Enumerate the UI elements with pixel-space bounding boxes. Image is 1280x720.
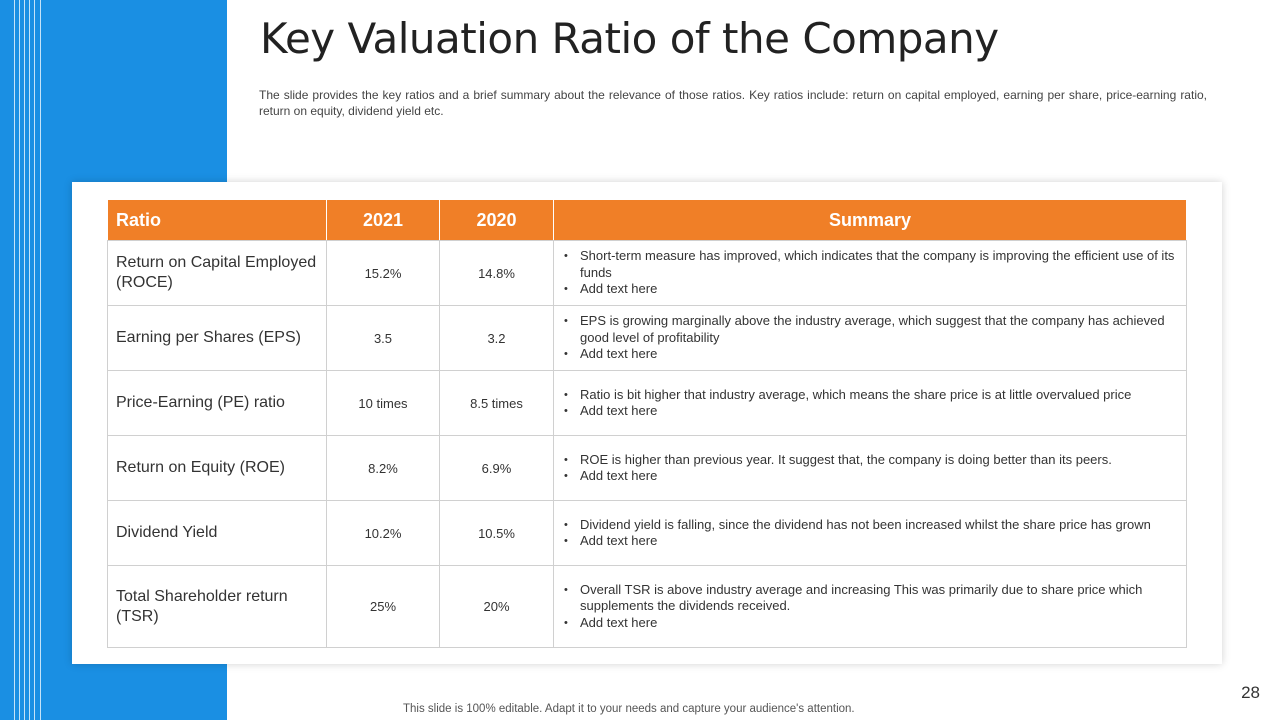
footer-note: This slide is 100% editable. Adapt it to… <box>403 703 855 715</box>
band-stripe <box>24 0 25 720</box>
value-2020: 14.8% <box>439 240 554 306</box>
summary-cell: Dividend yield is falling, since the div… <box>553 500 1187 566</box>
summary-bullet: Short-term measure has improved, which i… <box>564 248 1178 281</box>
value-2020: 3.2 <box>439 305 554 371</box>
value-2021: 10.2% <box>326 500 440 566</box>
summary-bullet: Add text here <box>564 346 1178 363</box>
table-header-row: Ratio 2021 2020 Summary <box>107 199 1187 241</box>
summary-bullet: Ratio is bit higher that industry averag… <box>564 387 1178 404</box>
summary-bullet: Add text here <box>564 468 1178 485</box>
summary-bullet: ROE is higher than previous year. It sug… <box>564 452 1178 469</box>
summary-list: Short-term measure has improved, which i… <box>554 248 1186 298</box>
ratio-name: Earning per Shares (EPS) <box>107 305 327 371</box>
header-2021: 2021 <box>326 199 440 241</box>
value-2020: 8.5 times <box>439 370 554 436</box>
ratio-name: Dividend Yield <box>107 500 327 566</box>
value-2020: 20% <box>439 565 554 648</box>
summary-cell: EPS is growing marginally above the indu… <box>553 305 1187 371</box>
summary-list: Overall TSR is above industry average an… <box>554 582 1186 632</box>
summary-bullet: Add text here <box>564 533 1178 550</box>
value-2021: 15.2% <box>326 240 440 306</box>
page-number: 28 <box>1241 683 1260 702</box>
ratio-table: Ratio 2021 2020 Summary Return on Capita… <box>107 199 1187 648</box>
ratio-name: Return on Equity (ROE) <box>107 435 327 501</box>
table-row: Return on Capital Employed (ROCE) 15.2% … <box>107 240 1187 306</box>
summary-cell: Overall TSR is above industry average an… <box>553 565 1187 648</box>
value-2021: 10 times <box>326 370 440 436</box>
band-stripe <box>19 0 20 720</box>
summary-list: Ratio is bit higher that industry averag… <box>554 387 1186 420</box>
header-2020: 2020 <box>439 199 554 241</box>
value-2021: 8.2% <box>326 435 440 501</box>
band-stripe <box>40 0 41 720</box>
band-stripe <box>14 0 15 720</box>
table-row: Dividend Yield 10.2% 10.5% Dividend yiel… <box>107 500 1187 566</box>
value-2020: 6.9% <box>439 435 554 501</box>
summary-bullet: Dividend yield is falling, since the div… <box>564 517 1178 534</box>
summary-bullet: Overall TSR is above industry average an… <box>564 582 1178 615</box>
value-2021: 3.5 <box>326 305 440 371</box>
value-2021: 25% <box>326 565 440 648</box>
summary-cell: ROE is higher than previous year. It sug… <box>553 435 1187 501</box>
page-title: Key Valuation Ratio of the Company <box>260 14 999 63</box>
ratio-name: Return on Capital Employed (ROCE) <box>107 240 327 306</box>
summary-cell: Short-term measure has improved, which i… <box>553 240 1187 306</box>
band-stripe <box>34 0 35 720</box>
value-2020: 10.5% <box>439 500 554 566</box>
table-row: Total Shareholder return (TSR) 25% 20% O… <box>107 565 1187 648</box>
summary-list: EPS is growing marginally above the indu… <box>554 313 1186 363</box>
table-row: Earning per Shares (EPS) 3.5 3.2 EPS is … <box>107 305 1187 371</box>
summary-list: ROE is higher than previous year. It sug… <box>554 452 1186 485</box>
slide-description: The slide provides the key ratios and a … <box>259 88 1207 118</box>
band-stripe <box>29 0 30 720</box>
summary-bullet: Add text here <box>564 615 1178 632</box>
summary-bullet: EPS is growing marginally above the indu… <box>564 313 1178 346</box>
header-ratio: Ratio <box>107 199 327 241</box>
header-summary: Summary <box>553 199 1187 241</box>
summary-bullet: Add text here <box>564 403 1178 420</box>
table-row: Return on Equity (ROE) 8.2% 6.9% ROE is … <box>107 435 1187 501</box>
summary-list: Dividend yield is falling, since the div… <box>554 517 1186 550</box>
summary-bullet: Add text here <box>564 281 1178 298</box>
table-row: Price-Earning (PE) ratio 10 times 8.5 ti… <box>107 370 1187 436</box>
summary-cell: Ratio is bit higher that industry averag… <box>553 370 1187 436</box>
ratio-name: Total Shareholder return (TSR) <box>107 565 327 648</box>
ratio-name: Price-Earning (PE) ratio <box>107 370 327 436</box>
